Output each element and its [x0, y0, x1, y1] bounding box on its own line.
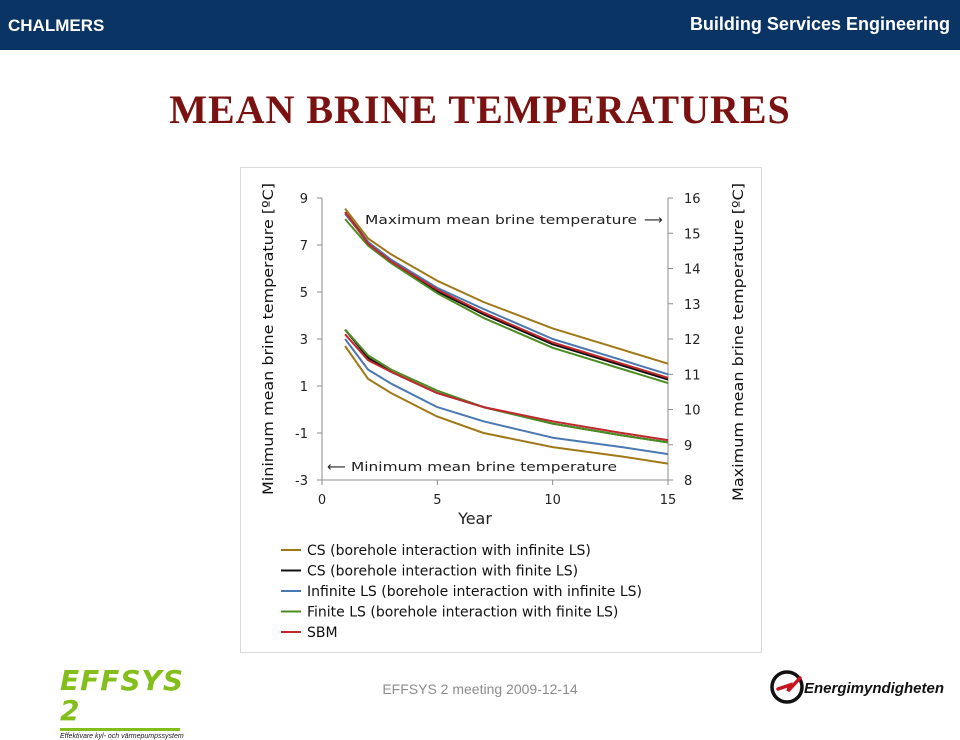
effsys-logo-underline: [60, 728, 180, 731]
legend-entry: CS (borehole interaction with infinite L…: [307, 543, 591, 559]
y-right-tick-label: 13: [684, 298, 701, 313]
x-tick-label: 0: [318, 493, 326, 508]
effsys-logo-tagline: Effektivare kyl- och värmepumpssystem: [60, 733, 184, 740]
legend-entry: Finite LS (borehole interaction with fin…: [307, 605, 618, 621]
min-annotation: Minimum mean brine temperature: [351, 459, 617, 474]
y-axis-right-label: Maximum mean brine temperature [ºC]: [731, 183, 747, 501]
legend-entry: Infinite LS (borehole interaction with i…: [307, 584, 642, 600]
slide-title: MEAN BRINE TEMPERATURES: [169, 87, 791, 132]
energimyndigheten-logo: Energimyndigheten: [768, 664, 958, 710]
header-bar: CHALMERS Building Services Engineering: [0, 0, 960, 50]
series-line-min: [344, 338, 669, 456]
series-line-max: [344, 211, 669, 381]
y-right-tick-label: 8: [684, 474, 692, 489]
series-line-min: [344, 328, 669, 444]
y-left-tick-label: -1: [295, 427, 308, 442]
energimyndigheten-logo-text: Energimyndigheten: [804, 680, 945, 697]
x-tick-label: 10: [544, 493, 561, 508]
effsys-logo-text: EFFSYS 2: [60, 664, 184, 727]
footer-meeting-text: EFFSYS 2 meeting 2009-12-14: [382, 681, 578, 697]
y-right-tick-label: 10: [684, 404, 701, 419]
legend-entry: CS (borehole interaction with finite LS): [307, 564, 578, 580]
min-annotation-arrow-icon: ⟵: [327, 460, 346, 475]
series-line-max: [344, 218, 669, 385]
y-left-tick-label: 5: [300, 286, 308, 301]
y-right-tick-label: 15: [684, 227, 701, 242]
x-tick-label: 15: [660, 493, 677, 508]
y-right-tick-label: 12: [684, 333, 701, 348]
brand-label: CHALMERS: [8, 16, 105, 35]
series-line-min: [344, 333, 669, 442]
series-line-min: [344, 345, 669, 465]
max-annotation: Maximum mean brine temperature: [365, 212, 637, 227]
y-right-tick-label: 9: [684, 439, 692, 454]
y-right-tick-label: 11: [684, 368, 701, 383]
chart-panel: -3 -1 1 3 5 7 9 8 9 10 11 12 13 14 15 16 0 5 10 15 Year Minim…: [240, 167, 762, 653]
max-annotation-arrow-icon: ⟶: [644, 213, 663, 228]
y-left-tick-label: 1: [300, 380, 308, 395]
y-left-tick-label: 7: [300, 239, 308, 254]
x-tick-label: 5: [433, 493, 441, 508]
legend-entry: SBM: [307, 625, 338, 641]
y-left-tick-label: -3: [295, 474, 308, 489]
department-label: Building Services Engineering: [689, 14, 950, 34]
series-line-max: [344, 211, 669, 379]
x-axis-label: Year: [457, 509, 492, 528]
y-axis-left-label: Minimum mean brine temperature [ºC]: [261, 183, 277, 495]
y-right-tick-label: 16: [684, 192, 701, 207]
y-left-tick-label: 9: [300, 192, 308, 207]
series-line-max: [344, 207, 669, 365]
energimyndigheten-mark-icon: [770, 670, 804, 704]
y-right-tick-label: 14: [684, 263, 701, 278]
series-line-max: [344, 213, 669, 376]
y-left-tick-label: 3: [300, 333, 308, 348]
